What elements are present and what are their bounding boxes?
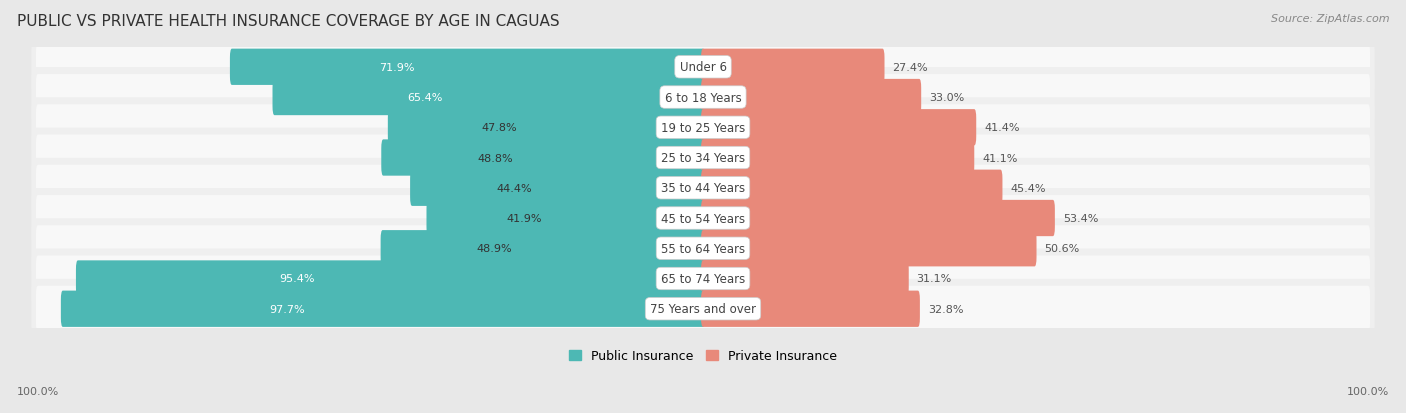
Text: 41.1%: 41.1% <box>983 153 1018 163</box>
Text: 50.6%: 50.6% <box>1045 244 1080 254</box>
FancyBboxPatch shape <box>31 189 1375 248</box>
Text: 41.4%: 41.4% <box>984 123 1019 133</box>
Text: 41.9%: 41.9% <box>506 214 543 223</box>
FancyBboxPatch shape <box>37 45 1369 90</box>
Text: 19 to 25 Years: 19 to 25 Years <box>661 121 745 135</box>
Text: PUBLIC VS PRIVATE HEALTH INSURANCE COVERAGE BY AGE IN CAGUAS: PUBLIC VS PRIVATE HEALTH INSURANCE COVER… <box>17 14 560 29</box>
Text: 53.4%: 53.4% <box>1063 214 1098 223</box>
Text: Source: ZipAtlas.com: Source: ZipAtlas.com <box>1271 14 1389 24</box>
FancyBboxPatch shape <box>37 195 1369 242</box>
FancyBboxPatch shape <box>381 230 704 267</box>
FancyBboxPatch shape <box>702 291 920 327</box>
Text: 31.1%: 31.1% <box>917 274 952 284</box>
FancyBboxPatch shape <box>31 219 1375 278</box>
FancyBboxPatch shape <box>37 286 1369 332</box>
Text: 48.9%: 48.9% <box>477 244 513 254</box>
FancyBboxPatch shape <box>37 75 1369 121</box>
Text: 65 to 74 Years: 65 to 74 Years <box>661 272 745 285</box>
FancyBboxPatch shape <box>31 249 1375 309</box>
Text: 45 to 54 Years: 45 to 54 Years <box>661 212 745 225</box>
FancyBboxPatch shape <box>702 80 921 116</box>
Text: 6 to 18 Years: 6 to 18 Years <box>665 91 741 104</box>
Text: 32.8%: 32.8% <box>928 304 963 314</box>
FancyBboxPatch shape <box>37 105 1369 151</box>
Text: 27.4%: 27.4% <box>893 63 928 73</box>
Text: 100.0%: 100.0% <box>1347 387 1389 396</box>
Text: 48.8%: 48.8% <box>478 153 513 163</box>
FancyBboxPatch shape <box>37 226 1369 272</box>
FancyBboxPatch shape <box>37 165 1369 211</box>
FancyBboxPatch shape <box>702 170 1002 206</box>
FancyBboxPatch shape <box>231 50 704 86</box>
Text: 65.4%: 65.4% <box>406 93 441 103</box>
FancyBboxPatch shape <box>31 279 1375 339</box>
FancyBboxPatch shape <box>76 261 704 297</box>
Text: 100.0%: 100.0% <box>17 387 59 396</box>
FancyBboxPatch shape <box>702 110 976 146</box>
Legend: Public Insurance, Private Insurance: Public Insurance, Private Insurance <box>564 344 842 367</box>
Text: 97.7%: 97.7% <box>269 304 305 314</box>
Text: 71.9%: 71.9% <box>380 63 415 73</box>
Text: Under 6: Under 6 <box>679 61 727 74</box>
FancyBboxPatch shape <box>31 128 1375 188</box>
FancyBboxPatch shape <box>31 98 1375 158</box>
FancyBboxPatch shape <box>702 230 1036 267</box>
Text: 44.4%: 44.4% <box>496 183 531 193</box>
Text: 33.0%: 33.0% <box>929 93 965 103</box>
FancyBboxPatch shape <box>31 68 1375 128</box>
Text: 95.4%: 95.4% <box>278 274 315 284</box>
Text: 75 Years and over: 75 Years and over <box>650 302 756 316</box>
FancyBboxPatch shape <box>426 200 704 237</box>
FancyBboxPatch shape <box>702 261 908 297</box>
FancyBboxPatch shape <box>37 256 1369 302</box>
FancyBboxPatch shape <box>702 140 974 176</box>
FancyBboxPatch shape <box>702 50 884 86</box>
FancyBboxPatch shape <box>381 140 704 176</box>
Text: 47.8%: 47.8% <box>482 123 517 133</box>
Text: 55 to 64 Years: 55 to 64 Years <box>661 242 745 255</box>
Text: 25 to 34 Years: 25 to 34 Years <box>661 152 745 165</box>
FancyBboxPatch shape <box>273 80 704 116</box>
Text: 45.4%: 45.4% <box>1011 183 1046 193</box>
FancyBboxPatch shape <box>702 200 1054 237</box>
FancyBboxPatch shape <box>31 159 1375 218</box>
FancyBboxPatch shape <box>60 291 704 327</box>
FancyBboxPatch shape <box>31 38 1375 97</box>
FancyBboxPatch shape <box>388 110 704 146</box>
FancyBboxPatch shape <box>411 170 704 206</box>
Text: 35 to 44 Years: 35 to 44 Years <box>661 182 745 195</box>
FancyBboxPatch shape <box>37 135 1369 181</box>
